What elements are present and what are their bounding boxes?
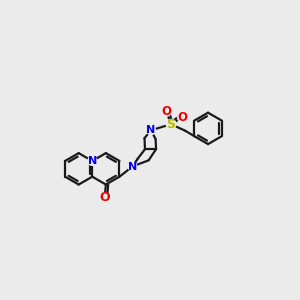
Text: N: N [128, 161, 137, 172]
Circle shape [147, 126, 155, 135]
Circle shape [128, 162, 137, 171]
Circle shape [166, 119, 176, 129]
Text: S: S [167, 118, 176, 131]
Text: O: O [177, 111, 187, 124]
Text: N: N [88, 156, 97, 166]
Text: N: N [146, 125, 156, 135]
Circle shape [162, 107, 171, 116]
Circle shape [88, 157, 97, 165]
Text: O: O [161, 105, 172, 118]
Circle shape [100, 193, 110, 202]
Circle shape [178, 113, 186, 122]
Text: O: O [99, 191, 110, 204]
